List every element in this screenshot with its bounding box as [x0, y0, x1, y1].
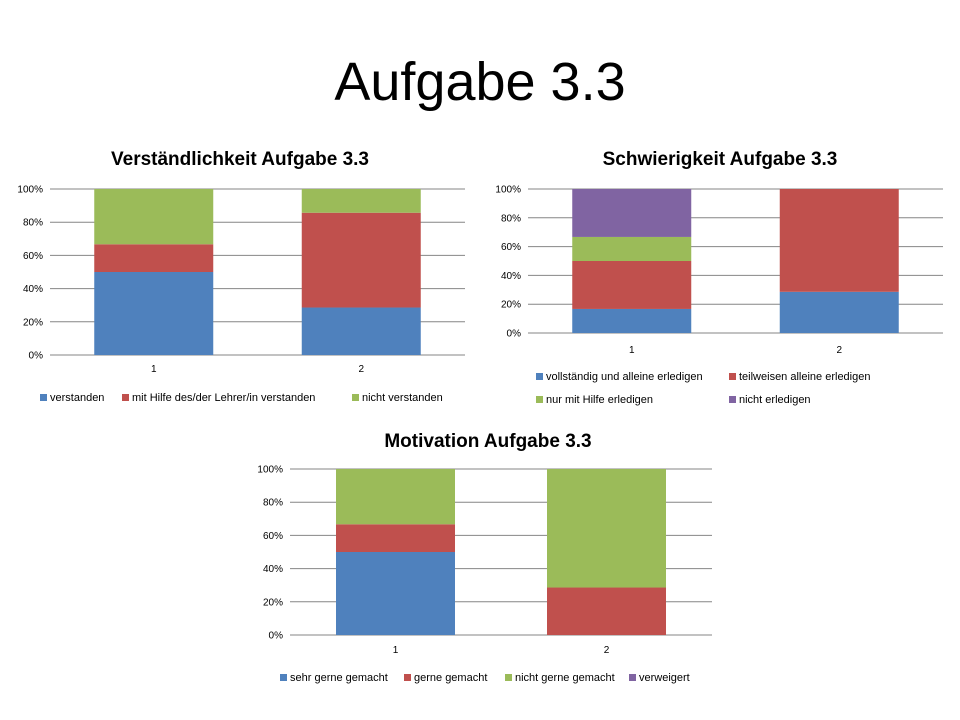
bar-segment	[572, 261, 692, 309]
legend-label: gerne gemacht	[414, 672, 487, 684]
legend-label: nicht verstanden	[362, 392, 443, 404]
bar-segment	[336, 469, 455, 525]
legend-swatch	[729, 396, 736, 403]
x-tick-label: 1	[629, 345, 635, 356]
bar-segment	[301, 307, 421, 355]
y-tick-label: 40%	[23, 284, 43, 295]
x-tick-label: 1	[151, 364, 157, 375]
legend-label: mit Hilfe des/der Lehrer/in verstanden	[132, 392, 315, 404]
bar-segment	[301, 189, 421, 213]
bar-segment	[336, 552, 455, 635]
y-tick-label: 40%	[263, 564, 283, 575]
legend-swatch	[505, 674, 512, 681]
y-tick-label: 80%	[501, 213, 521, 224]
legend-swatch	[729, 373, 736, 380]
legend-label: nur mit Hilfe erledigen	[546, 394, 653, 406]
chart-motivation: Motivation Aufgabe 3.3 0% 20% 40% 60% 80% 100%…	[257, 431, 712, 684]
bar-segment	[779, 189, 899, 292]
chart-schwierigkeit: Schwierigkeit Aufgabe 3.3 0% 20% 40% 60% 80% 1…	[495, 149, 943, 406]
bar-segment	[572, 189, 692, 237]
y-tick-label: 20%	[263, 597, 283, 608]
legend-swatch	[40, 394, 47, 401]
chart-title: Verständlichkeit Aufgabe 3.3	[111, 149, 369, 170]
y-tick-label: 0%	[507, 329, 522, 340]
y-tick-label: 60%	[501, 242, 521, 253]
legend-swatch	[352, 394, 359, 401]
bar-segment	[94, 244, 214, 272]
chart-verstaendlichkeit: Verständlichkeit Aufgabe 3.3 0% 20% 40% 60% 8…	[17, 149, 465, 404]
chart-title: Schwierigkeit Aufgabe 3.3	[603, 149, 838, 170]
y-tick-label: 20%	[23, 317, 43, 328]
legend-swatch	[122, 394, 129, 401]
bar-segment	[547, 587, 666, 635]
y-tick-label: 60%	[23, 251, 43, 262]
legend-swatch	[404, 674, 411, 681]
legend-label: verstanden	[50, 392, 104, 404]
legend-swatch	[629, 674, 636, 681]
legend-label: teilweisen alleine erledigen	[739, 371, 870, 383]
y-tick-label: 40%	[501, 271, 521, 282]
legend-swatch	[536, 373, 543, 380]
x-tick-label: 2	[358, 364, 364, 375]
x-tick-label: 2	[604, 645, 610, 656]
y-tick-label: 100%	[495, 185, 521, 196]
y-tick-label: 100%	[257, 465, 283, 476]
legend-label: nicht erledigen	[739, 394, 811, 406]
bar-segment	[94, 272, 214, 355]
chart-title: Motivation Aufgabe 3.3	[384, 431, 591, 452]
bar-segment	[572, 308, 692, 333]
y-tick-label: 20%	[501, 300, 521, 311]
legend-label: vollständig und alleine erledigen	[546, 371, 703, 383]
y-tick-label: 100%	[17, 185, 43, 196]
y-tick-label: 60%	[263, 531, 283, 542]
y-tick-label: 80%	[23, 218, 43, 229]
bar-segment	[301, 212, 421, 308]
legend-swatch	[536, 396, 543, 403]
bar-segment	[572, 236, 692, 261]
y-tick-label: 0%	[29, 351, 44, 362]
bar-segment	[547, 469, 666, 588]
x-tick-label: 2	[836, 345, 842, 356]
y-tick-label: 80%	[263, 498, 283, 509]
bar-segment	[779, 291, 899, 333]
slide-title: Aufgabe 3.3	[334, 52, 626, 112]
legend-label: sehr gerne gemacht	[290, 672, 388, 684]
x-tick-label: 1	[393, 645, 399, 656]
legend-label: verweigert	[639, 672, 690, 684]
bar-segment	[336, 524, 455, 552]
y-tick-label: 0%	[269, 631, 284, 642]
bar-segment	[94, 189, 214, 245]
legend-swatch	[280, 674, 287, 681]
legend-label: nicht gerne gemacht	[515, 672, 615, 684]
